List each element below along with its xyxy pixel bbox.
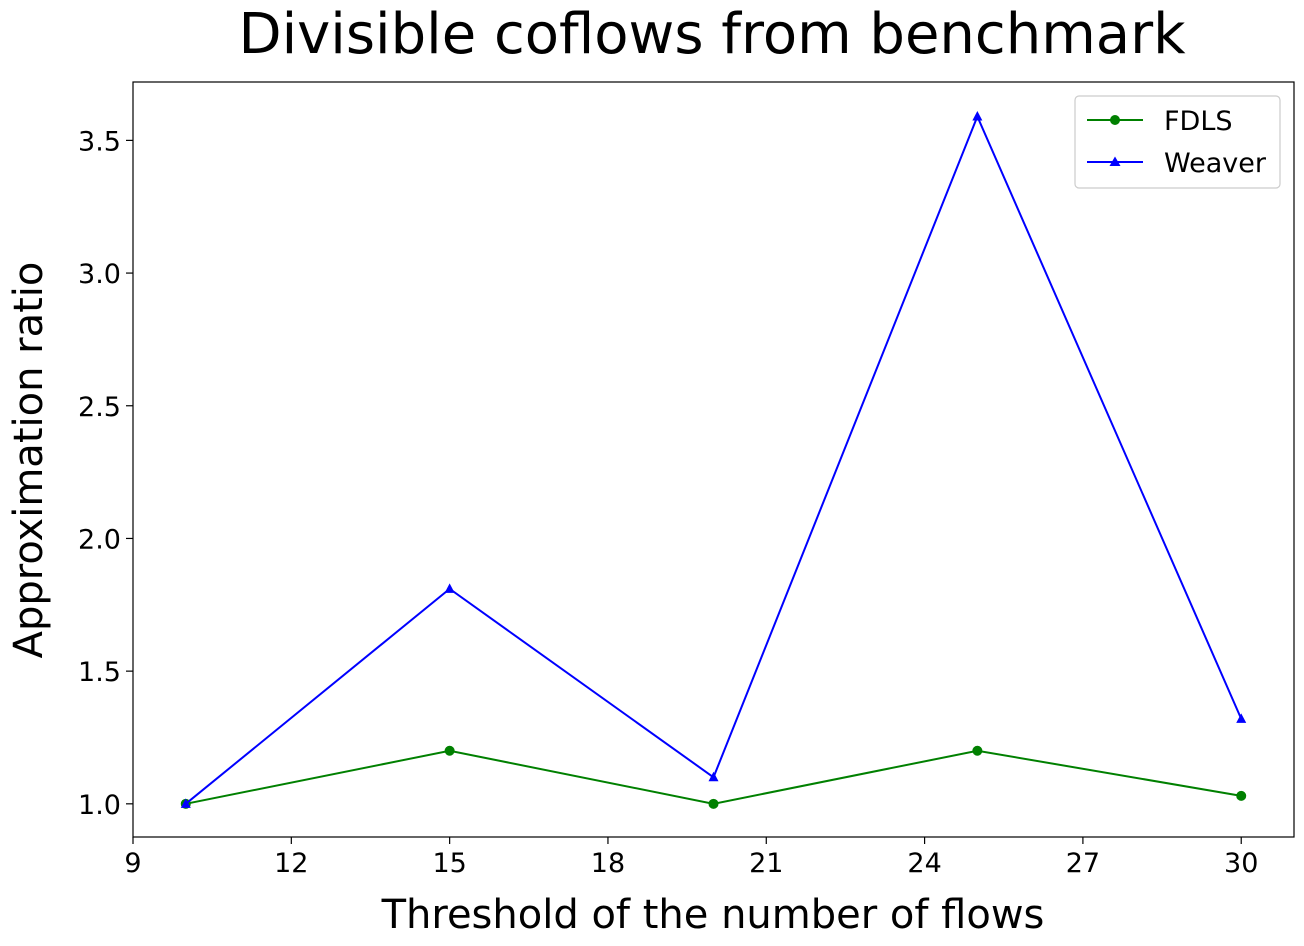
- plot-area: [132, 81, 1295, 838]
- legend-marker-weaver: [1109, 156, 1121, 166]
- x-tick-label: 15: [432, 848, 466, 879]
- x-tick-label: 12: [274, 848, 308, 879]
- data-point-weaver: [708, 771, 719, 782]
- data-point-weaver: [444, 583, 455, 593]
- y-tick-label: 2.5: [78, 392, 121, 423]
- data-point-fdls: [708, 798, 719, 809]
- y-tick-label: 3.5: [78, 126, 121, 157]
- series-line-weaver: [185, 113, 1243, 805]
- y-axis-label: Approximation ratio: [6, 262, 52, 659]
- x-tick-label: 27: [1066, 848, 1100, 879]
- data-point-fdls: [972, 745, 983, 756]
- legend-label-fdls: FDLS: [1164, 106, 1233, 137]
- series-layer: [180, 110, 1247, 809]
- x-tick-label: 18: [591, 848, 625, 879]
- plot-frame: [132, 81, 1295, 838]
- data-point-weaver: [180, 798, 191, 808]
- data-point-weaver: [1236, 713, 1247, 723]
- legend: FDLS Weaver: [1074, 95, 1281, 189]
- y-tick-label: 2.0: [78, 524, 121, 555]
- x-axis-label: Threshold of the number of flows: [381, 892, 1045, 938]
- y-tick-label: 1.0: [78, 790, 121, 821]
- x-tick-label: 9: [124, 848, 141, 879]
- y-tick-label: 1.5: [78, 657, 121, 688]
- data-point-fdls: [444, 745, 455, 756]
- data-point-fdls: [1236, 790, 1247, 801]
- x-axis: 9 12 15 18 21 24 27 30: [124, 837, 1258, 879]
- legend-marker-fdls: [1110, 115, 1120, 125]
- legend-label-weaver: Weaver: [1164, 148, 1267, 179]
- x-tick-label: 30: [1224, 848, 1258, 879]
- y-tick-label: 3.0: [78, 259, 121, 290]
- y-axis: 1.0 1.5 2.0 2.5 3.0 3.5: [78, 126, 133, 821]
- x-tick-label: 24: [907, 848, 941, 879]
- x-tick-label: 21: [749, 848, 783, 879]
- chart-title: Divisible coflows from benchmark: [238, 2, 1186, 67]
- data-point-weaver: [972, 110, 983, 121]
